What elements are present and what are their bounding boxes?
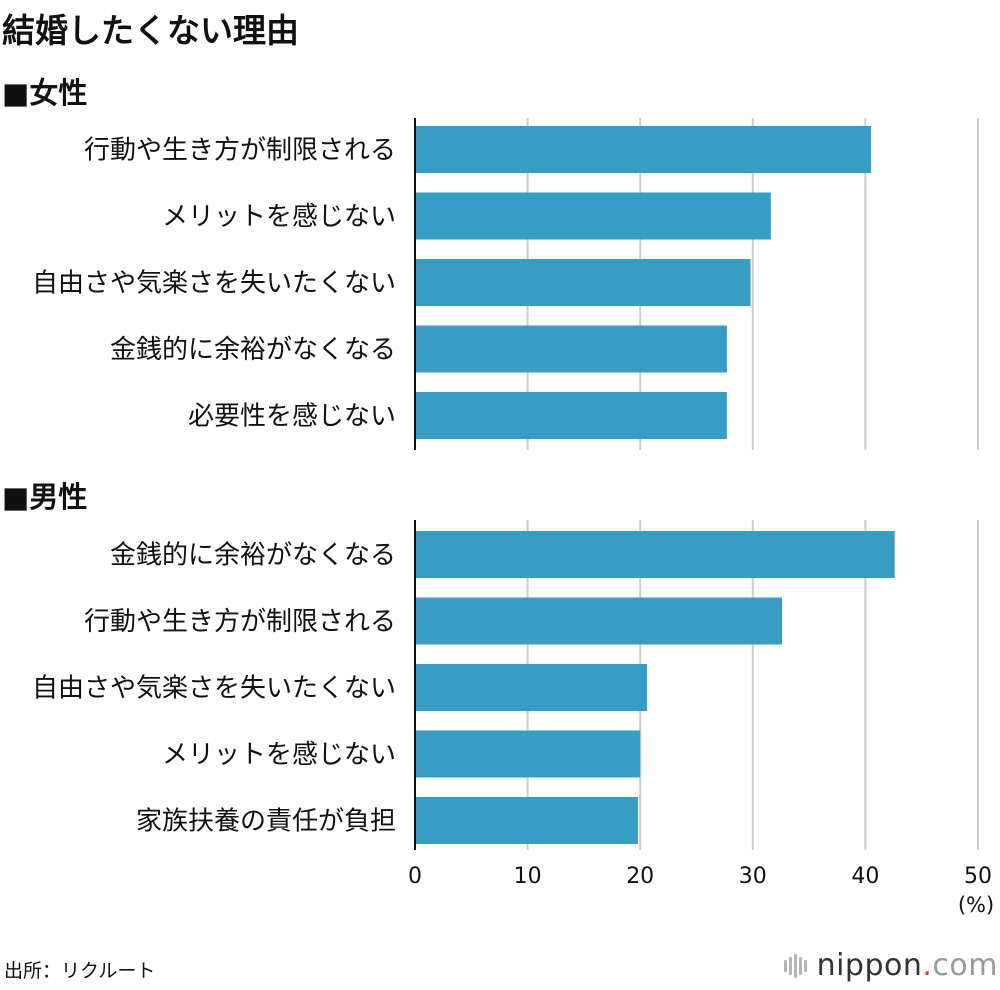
bar — [415, 730, 641, 778]
category-label: 金銭的に余裕がなくなる — [110, 541, 396, 571]
bar — [415, 259, 751, 306]
tick-label: 50 — [964, 864, 992, 889]
category-label: 行動や生き方が制限される — [84, 136, 396, 166]
bar — [415, 664, 647, 711]
bar — [415, 597, 783, 645]
category-label: 行動や生き方が制限される — [84, 607, 396, 637]
tick-label: 0 — [408, 864, 422, 889]
tick-label: 30 — [739, 864, 767, 889]
bar — [415, 531, 895, 578]
category-label: 自由さや気楽さを失いたくない — [32, 269, 396, 299]
panel-title-female: ■女性 — [2, 76, 88, 110]
bar — [415, 392, 727, 439]
tick-label: 40 — [851, 864, 879, 889]
nippon-logo: nippon.com — [783, 948, 998, 983]
category-label: 自由さや気楽さを失いたくない — [32, 674, 396, 704]
category-label: メリットを感じない — [162, 740, 396, 770]
category-label: 金銭的に余裕がなくなる — [110, 335, 396, 365]
bar — [415, 126, 872, 173]
bar — [415, 325, 727, 373]
source-note: 出所：リクルート — [4, 960, 156, 982]
chart-title: 結婚したくない理由 — [2, 11, 299, 50]
bar — [415, 797, 638, 844]
x-axis-unit: (%) — [958, 893, 994, 917]
bar — [415, 192, 771, 240]
tick-label: 10 — [514, 864, 542, 889]
logo-text: nippon.com — [816, 948, 998, 983]
logo-mark-icon — [783, 953, 809, 978]
tick-label: 20 — [626, 864, 654, 889]
panel-title-male: ■男性 — [2, 480, 88, 514]
category-label: 必要性を感じない — [188, 402, 396, 432]
category-label: 家族扶養の責任が負担 — [136, 807, 396, 837]
category-label: メリットを感じない — [162, 202, 396, 232]
